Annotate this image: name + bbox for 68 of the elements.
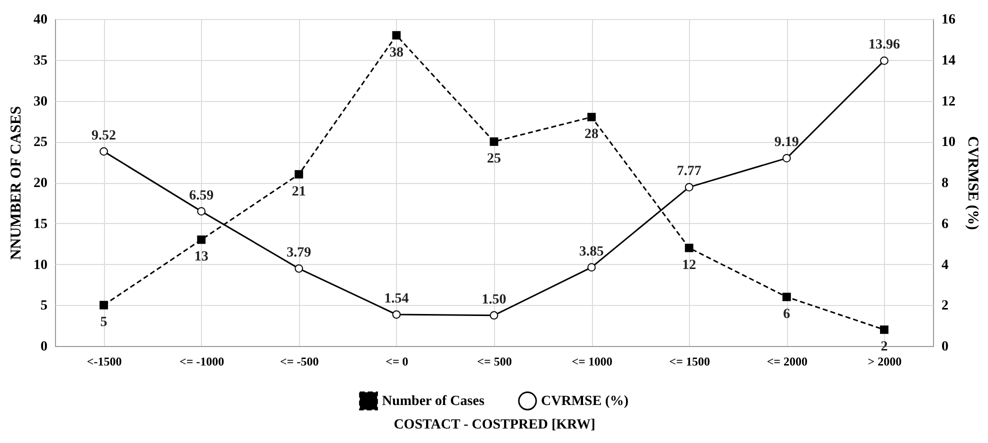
x-tick-label: <= -500 [280, 354, 319, 368]
y-tick-label: 15 [34, 216, 48, 232]
y-tick-label: 25 [34, 135, 48, 150]
point [490, 311, 498, 320]
y-tick-label: 5 [40, 298, 48, 314]
point [100, 300, 108, 310]
legend-label: Number of Cases [382, 394, 485, 409]
point [684, 183, 694, 192]
point [197, 207, 206, 216]
data-label: 5 [100, 315, 108, 330]
data-label: 28 [584, 127, 599, 142]
x-axis-title: COSTACT - COSTPRED [KRW] [394, 418, 596, 432]
x-tick-label: > 2000 [868, 354, 902, 368]
y2-tick-label: 8 [942, 176, 948, 191]
data-label: 3.85 [579, 244, 604, 260]
y2-axis-title: CVRMSE (%) [964, 136, 980, 230]
x-tick-label: <= 1500 [669, 354, 710, 368]
point [782, 154, 791, 162]
y-axis-title: NNUMBER OF CASES [8, 106, 24, 260]
data-label: 7.77 [676, 164, 702, 180]
data-label: 6.59 [189, 188, 214, 204]
point [490, 137, 498, 146]
point [880, 56, 888, 65]
point [294, 170, 304, 179]
x-tick-label: <= 500 [477, 354, 512, 368]
point [392, 310, 401, 319]
point [880, 325, 888, 334]
y2-tick-label: 14 [942, 53, 956, 68]
y2-tick-label: 12 [942, 94, 956, 110]
x-tick-label: <= 0 [386, 354, 408, 368]
data-label: 1.50 [482, 292, 506, 308]
y2-tick-label: 16 [942, 12, 956, 28]
y-tick-label: 20 [34, 176, 48, 191]
data-label: 21 [292, 184, 306, 200]
data-label: 6 [783, 306, 790, 322]
point [197, 236, 206, 244]
y2-tick-label: 4 [942, 258, 948, 273]
y2-tick-label: 10 [942, 135, 956, 150]
y-tick-label: 30 [34, 94, 48, 110]
data-label: 12 [682, 258, 696, 273]
x-tick-label: <= 1000 [572, 354, 612, 368]
data-label: 13 [194, 250, 208, 265]
y2-tick-label: 2 [942, 298, 948, 314]
point [294, 264, 304, 273]
data-label: 9.19 [774, 135, 799, 150]
point [392, 31, 401, 40]
y2-tick-label: 0 [942, 340, 948, 354]
y-tick-label: 10 [34, 258, 48, 273]
data-label: 9.52 [92, 128, 116, 144]
legend-label: CVRMSE (%) [541, 394, 629, 409]
x-tick-label: <= 2000 [766, 354, 808, 368]
x-tick-label: <= -1000 [179, 354, 224, 368]
y-tick-label: 35 [34, 53, 48, 68]
point [587, 112, 596, 122]
data-label: 2 [880, 340, 888, 355]
data-label: 38 [389, 45, 404, 60]
data-label: 13.96 [868, 38, 900, 53]
x-tick-label: <-1500 [86, 354, 122, 368]
point [684, 244, 694, 252]
data-label: 25 [487, 152, 501, 167]
point [587, 263, 596, 272]
data-label: 1.54 [384, 292, 409, 307]
point [100, 147, 108, 156]
y-tick-label: 0 [40, 340, 48, 354]
point [782, 292, 791, 302]
data-label: 3.79 [286, 246, 312, 261]
y2-tick-label: 6 [942, 216, 948, 232]
y-tick-label: 40 [34, 12, 48, 28]
